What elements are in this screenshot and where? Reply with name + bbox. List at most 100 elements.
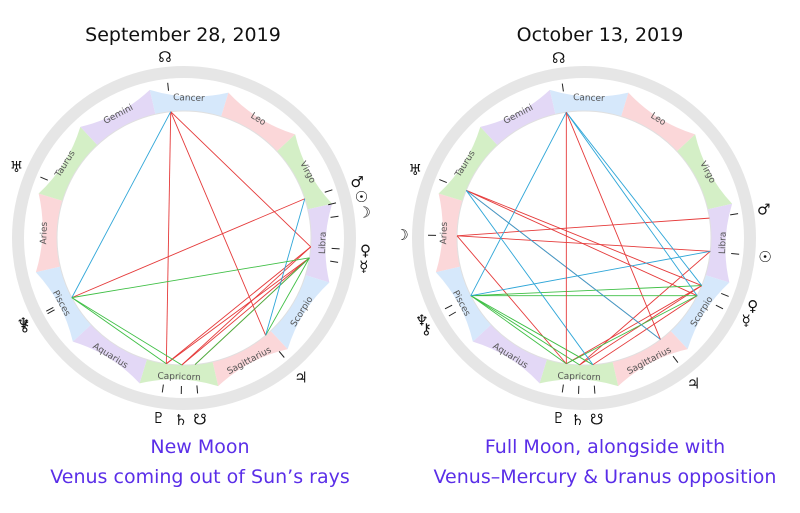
neptune-icon: ♆ [17, 314, 30, 332]
saturn-icon: ♄ [571, 411, 584, 429]
aspect-line-soft [565, 111, 698, 296]
mercury-icon: ☿ [742, 312, 751, 330]
chart-title-left: September 28, 2019 [85, 24, 281, 46]
caption-left-line-2: Venus coming out of Sun’s rays [50, 466, 350, 488]
body-tick-chiron [448, 311, 457, 317]
sign-sector-taurus [38, 126, 98, 201]
body-tick-mercury [330, 260, 339, 263]
sign-label-aries: Aries [39, 221, 50, 244]
sign-sector-leo [221, 92, 296, 152]
aspect-line-trine [71, 297, 183, 366]
sign-sector-aquarius [472, 324, 547, 384]
aspect-line-trine [470, 295, 567, 365]
chiron-icon: ⚷ [421, 320, 432, 338]
mercury-icon: ☿ [359, 257, 368, 275]
aspect-line-soft [470, 112, 567, 296]
sun-icon: ☉ [758, 248, 771, 266]
body-tick-sun [328, 202, 337, 206]
sign-label-cancer: Cancer [173, 93, 205, 104]
aspect-line-hard [456, 235, 567, 365]
south-node-icon: ☋ [193, 410, 206, 428]
body-tick-mars [324, 189, 333, 193]
body-tick-jupiter [278, 351, 285, 358]
south-node-icon: ☋ [590, 411, 603, 429]
body-tick-south-node [196, 385, 199, 394]
aspect-line-hard [566, 285, 702, 365]
pluto-icon: ♇ [152, 409, 165, 427]
sign-sector-pisces [435, 266, 492, 342]
pluto-icon: ♇ [552, 409, 565, 427]
aspect-line-trine [71, 257, 310, 299]
neptune-icon: ♆ [415, 312, 428, 330]
venus-icon: ♀ [747, 297, 758, 315]
aspect-line-hard [170, 111, 312, 248]
north-node-icon: ☊ [552, 49, 565, 67]
aspect-line-hard [466, 190, 702, 286]
sign-sector-gemini [80, 89, 156, 146]
sign-sector-scorpio [670, 275, 730, 350]
aspect-line-hard [565, 112, 661, 340]
chart-title-right: October 13, 2019 [516, 24, 684, 46]
body-tick-north-node [561, 83, 564, 92]
body-tick-pluto [561, 384, 564, 393]
sign-sector-taurus [438, 126, 498, 201]
body-tick-sun [731, 252, 740, 255]
moon-icon: ☽ [400, 226, 409, 244]
sign-label-libra: Libra [318, 231, 329, 254]
sign-sector-virgo [676, 134, 733, 210]
aspect-line-hard [166, 246, 311, 365]
aspect-line-soft [465, 190, 594, 365]
aspect-line-hard [466, 190, 698, 297]
body-tick-pluto [161, 384, 164, 393]
sign-sector-gemini [480, 89, 556, 146]
saturn-icon: ♄ [174, 411, 187, 429]
uranus-icon: ♅ [409, 161, 422, 179]
jupiter-icon: ♃ [687, 374, 700, 392]
inner-disc [56, 110, 312, 366]
caption-left: New Moon Venus coming out of Sun’s rays [0, 432, 400, 492]
aspect-line-hard [71, 198, 305, 299]
outer-ring [412, 66, 756, 410]
north-node-icon: ☊ [158, 48, 171, 66]
sign-sector-pisces [35, 266, 92, 342]
aspect-line-hard [181, 257, 310, 366]
aspect-line-hard [181, 246, 311, 366]
sign-sector-sagittarius [612, 330, 688, 387]
body-tick-south-node [593, 385, 596, 394]
aspect-line-hard [592, 295, 698, 366]
body-tick-venus [721, 292, 729, 297]
sign-label-libra: Libra [718, 231, 729, 254]
sign-sector-scorpio [270, 275, 330, 350]
aspect-line-hard [170, 111, 267, 336]
aspect-line-trine [470, 285, 702, 297]
aspect-line-trine [265, 257, 310, 336]
body-tick-mercury [715, 304, 724, 310]
aspect-line-trine [194, 257, 310, 365]
sign-label-capricorn: Capricorn [157, 372, 201, 384]
chiron-icon: ⚷ [19, 317, 30, 335]
sign-label-capricorn: Capricorn [557, 372, 601, 384]
astro-wheel-right: AriesTaurusGeminiCancerLeoVirgoLibraScor… [400, 49, 772, 429]
body-tick-north-node [167, 82, 170, 91]
sign-sector-aquarius [72, 324, 147, 384]
caption-left-line-1: New Moon [150, 436, 250, 458]
body-tick-jupiter [672, 355, 679, 363]
caption-right-line-1: Full Moon, alongside with [484, 436, 726, 458]
sign-label-aries: Aries [439, 221, 450, 244]
body-tick-uranus [40, 176, 48, 181]
caption-right: Full Moon, alongside with Venus–Mercury … [405, 432, 800, 492]
body-tick-mars [730, 213, 739, 216]
uranus-icon: ♅ [10, 158, 23, 176]
aspect-line-soft [565, 111, 703, 286]
body-tick-neptune [46, 307, 54, 312]
aspect-line-soft [71, 111, 172, 298]
body-tick-moon [330, 215, 339, 218]
aspect-line-hard [166, 257, 310, 365]
sign-sector-leo [621, 92, 696, 152]
aspect-line-soft [265, 198, 306, 336]
body-tick-uranus [439, 179, 447, 184]
outer-ring [12, 66, 356, 410]
astro-wheel-left: AriesTaurusGeminiCancerLeoVirgoLibraScor… [10, 48, 371, 429]
sign-label-cancer: Cancer [573, 93, 605, 104]
caption-right-line-2: Venus–Mercury & Uranus opposition [433, 466, 777, 488]
